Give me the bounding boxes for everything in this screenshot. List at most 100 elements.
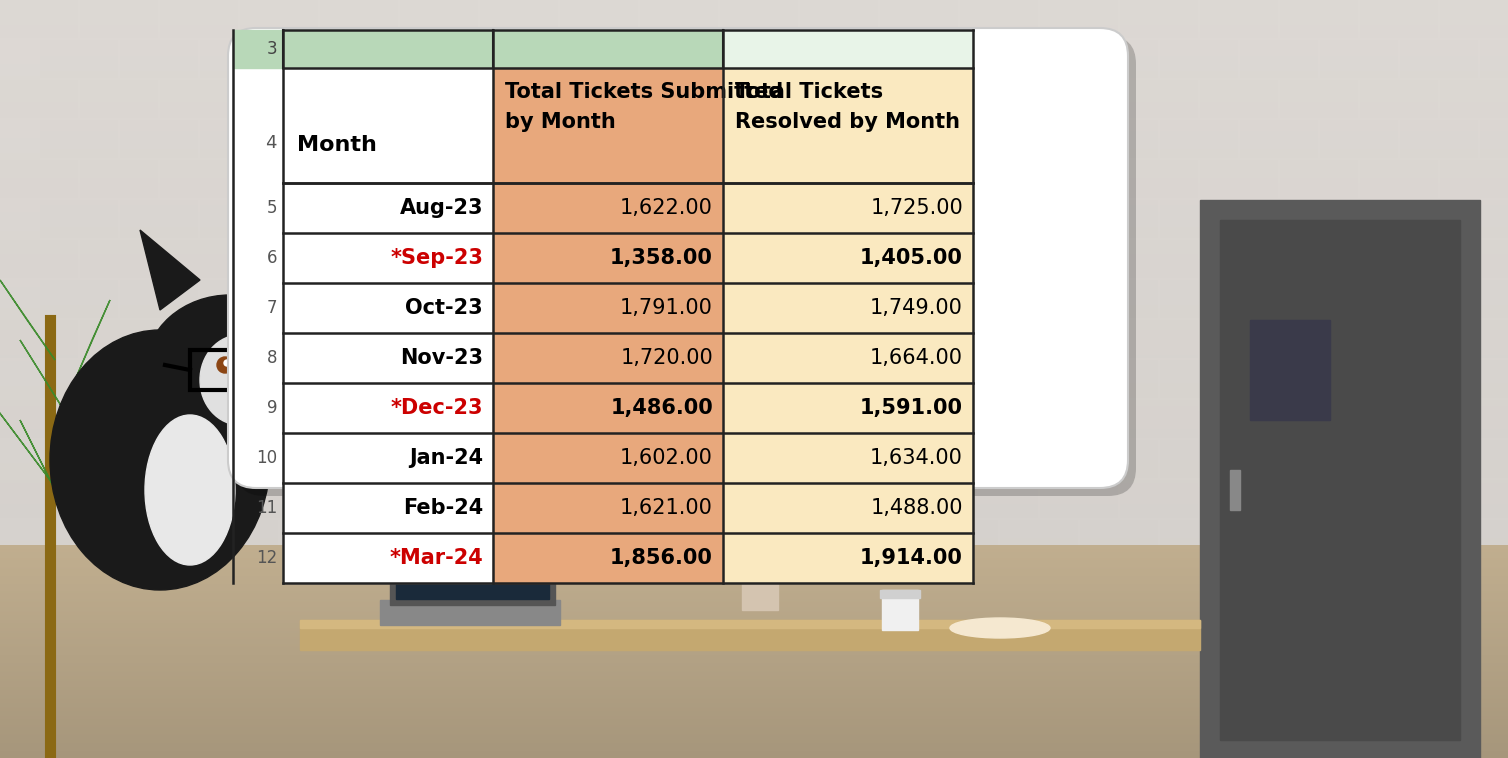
Bar xyxy=(284,283,493,333)
Text: Total Tickets
Resolved by Month: Total Tickets Resolved by Month xyxy=(734,82,961,132)
Bar xyxy=(722,283,973,333)
Text: Month: Month xyxy=(297,135,377,155)
Text: 4: 4 xyxy=(265,133,277,152)
Bar xyxy=(722,483,973,533)
Bar xyxy=(284,68,493,183)
Ellipse shape xyxy=(145,415,235,565)
Polygon shape xyxy=(0,400,50,480)
Text: Oct-23: Oct-23 xyxy=(406,298,483,318)
Bar xyxy=(722,433,973,483)
Polygon shape xyxy=(0,280,54,360)
Bar xyxy=(397,506,549,599)
Text: 3: 3 xyxy=(267,40,277,58)
Text: 1,664.00: 1,664.00 xyxy=(870,348,964,368)
Circle shape xyxy=(225,360,231,366)
Ellipse shape xyxy=(50,330,270,590)
Polygon shape xyxy=(65,360,95,440)
Text: 1,486.00: 1,486.00 xyxy=(611,398,713,418)
Bar xyxy=(881,590,920,598)
Text: 1,791.00: 1,791.00 xyxy=(620,298,713,318)
Bar xyxy=(284,383,493,433)
Bar xyxy=(284,233,493,283)
Bar xyxy=(493,483,722,533)
Bar xyxy=(722,183,973,233)
Bar xyxy=(722,533,973,583)
Bar xyxy=(391,500,555,605)
Text: 1,914.00: 1,914.00 xyxy=(860,548,964,568)
Polygon shape xyxy=(140,230,201,310)
Text: 10: 10 xyxy=(256,449,277,467)
Text: 1,856.00: 1,856.00 xyxy=(611,548,713,568)
Bar xyxy=(493,383,722,433)
Ellipse shape xyxy=(950,618,1050,638)
Bar xyxy=(722,233,973,283)
Bar xyxy=(882,590,918,630)
Bar xyxy=(493,433,722,483)
FancyBboxPatch shape xyxy=(228,28,1128,488)
Bar xyxy=(493,333,722,383)
Bar xyxy=(722,383,973,433)
Bar xyxy=(722,30,973,68)
Polygon shape xyxy=(20,420,60,500)
Text: 1,488.00: 1,488.00 xyxy=(870,498,964,518)
Bar xyxy=(493,233,722,283)
FancyBboxPatch shape xyxy=(235,36,1136,496)
Bar xyxy=(493,283,722,333)
Ellipse shape xyxy=(247,393,273,408)
Text: 1,621.00: 1,621.00 xyxy=(620,498,713,518)
Polygon shape xyxy=(270,230,330,320)
Text: 1,405.00: 1,405.00 xyxy=(860,248,964,268)
Text: 1,622.00: 1,622.00 xyxy=(620,198,713,218)
Bar xyxy=(742,560,778,610)
Text: Aug-23: Aug-23 xyxy=(400,198,483,218)
Text: 1,725.00: 1,725.00 xyxy=(870,198,964,218)
Text: Nov-23: Nov-23 xyxy=(400,348,483,368)
Text: *Dec-23: *Dec-23 xyxy=(391,398,483,418)
Bar xyxy=(284,333,493,383)
Text: 5: 5 xyxy=(267,199,277,217)
Text: 1,602.00: 1,602.00 xyxy=(620,448,713,468)
Circle shape xyxy=(217,357,234,373)
Ellipse shape xyxy=(145,295,315,445)
Bar xyxy=(300,620,1200,650)
Ellipse shape xyxy=(259,416,280,434)
Text: 12: 12 xyxy=(256,549,277,567)
Bar xyxy=(380,600,559,625)
Ellipse shape xyxy=(201,335,280,425)
Text: 11: 11 xyxy=(256,499,277,517)
Text: Jan-24: Jan-24 xyxy=(409,448,483,468)
Text: 9: 9 xyxy=(267,399,277,417)
Text: 1,749.00: 1,749.00 xyxy=(870,298,964,318)
Bar xyxy=(493,183,722,233)
Bar xyxy=(284,533,493,583)
Bar xyxy=(1200,200,1479,758)
Bar xyxy=(284,183,493,233)
Text: 1,720.00: 1,720.00 xyxy=(620,348,713,368)
Bar xyxy=(1220,220,1460,740)
Bar xyxy=(284,483,493,533)
Bar xyxy=(722,68,973,183)
Bar xyxy=(493,68,722,183)
Bar xyxy=(722,333,973,383)
Text: *Sep-23: *Sep-23 xyxy=(391,248,483,268)
Text: 1,358.00: 1,358.00 xyxy=(611,248,713,268)
Text: 7: 7 xyxy=(267,299,277,317)
Bar xyxy=(190,350,250,390)
Text: 6: 6 xyxy=(267,249,277,267)
Bar xyxy=(1250,320,1330,420)
Bar xyxy=(493,533,722,583)
Bar xyxy=(259,350,320,390)
Bar xyxy=(493,30,722,68)
Text: Total Tickets Submitted
by Month: Total Tickets Submitted by Month xyxy=(505,82,783,132)
Text: 1,591.00: 1,591.00 xyxy=(860,398,964,418)
Text: Feb-24: Feb-24 xyxy=(403,498,483,518)
Text: *Mar-24: *Mar-24 xyxy=(389,548,483,568)
Polygon shape xyxy=(75,300,110,380)
Text: 8: 8 xyxy=(267,349,277,367)
Bar xyxy=(300,620,1200,628)
Bar xyxy=(1231,470,1240,510)
Polygon shape xyxy=(20,340,69,420)
Bar xyxy=(234,30,493,68)
Bar xyxy=(284,433,493,483)
Text: 1,634.00: 1,634.00 xyxy=(870,448,964,468)
